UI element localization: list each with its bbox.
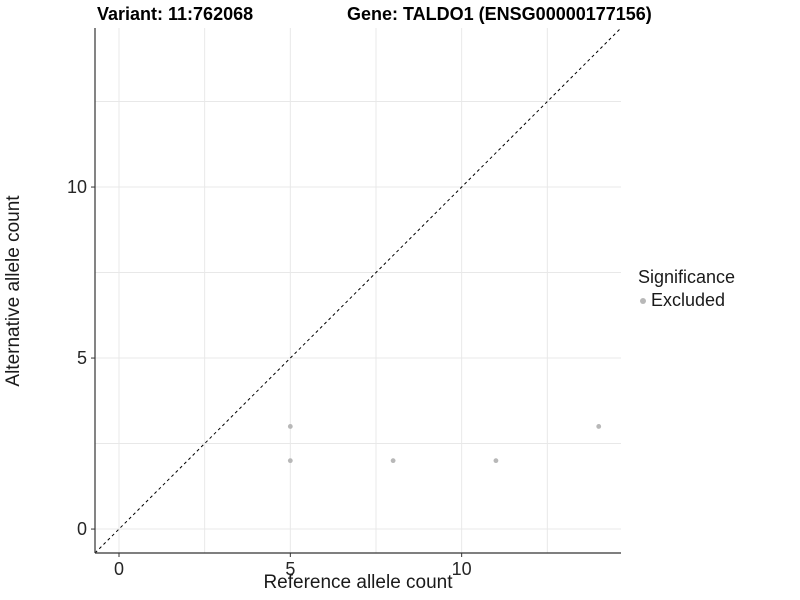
legend-entry-excluded: Excluded [640,290,735,311]
x-tick-label: 0 [114,559,124,579]
data-point [390,458,396,464]
x-tick-label: 5 [285,559,295,579]
x-tick-label: 10 [452,559,472,579]
legend: Significance Excluded [638,267,735,311]
data-point [493,458,499,464]
y-tick-label: 5 [77,348,87,368]
data-point [287,424,293,429]
y-tick-label: 0 [77,519,87,539]
legend-title: Significance [638,267,736,287]
plot-title-variant: Variant: 11:762068 [97,4,254,24]
legend-point-icon [640,297,646,304]
data-point [287,458,293,464]
x-axis-title: Reference allele count [263,572,453,593]
y-axis-title-wrap: Alternative allele count [2,28,26,553]
identity-line [94,27,622,554]
legend-entry-label: Excluded [651,290,726,310]
y-axis-title: Alternative allele count [3,194,24,387]
plot-title-gene: Gene: TALDO1 (ENSG00000177156) [347,4,652,24]
data-point [596,424,602,429]
y-tick-label: 10 [67,177,87,197]
